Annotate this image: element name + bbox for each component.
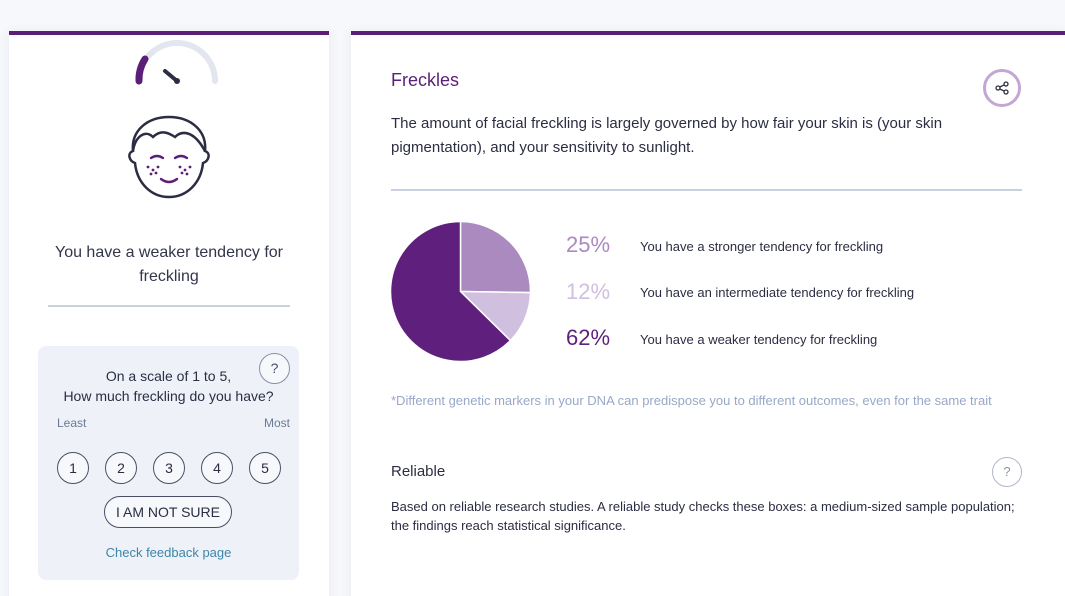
gauge-icon — [135, 40, 218, 85]
stat-percent-intermediate: 12% — [566, 279, 611, 304]
stat-label-stronger: You have a stronger tendency for freckli… — [640, 239, 884, 254]
self-report-survey: On a scale of 1 to 5, How much freckling… — [38, 346, 299, 580]
stat-percent-weaker: 62% — [566, 325, 611, 350]
divider — [391, 189, 1022, 191]
scale-option-3[interactable]: 3 — [153, 452, 185, 484]
divider — [48, 305, 290, 307]
result-card: You have a weaker tendency for freckling… — [9, 31, 329, 596]
survey-question-line-1: On a scale of 1 to 5, — [105, 368, 232, 384]
scale-options: 1 2 3 4 5 — [57, 452, 281, 484]
share-button[interactable] — [983, 69, 1021, 107]
trait-description: The amount of facial freckling is largel… — [391, 115, 943, 156]
survey-question: On a scale of 1 to 5, How much freckling… — [52, 366, 285, 406]
pie-slice-stronger — [459, 220, 532, 294]
survey-help-button[interactable]: ? — [259, 353, 290, 384]
reliability-help-button[interactable]: ? — [992, 457, 1022, 487]
not-sure-button[interactable]: I AM NOT SURE — [104, 496, 232, 528]
scale-least-label: Least — [57, 416, 87, 430]
scale-option-5[interactable]: 5 — [249, 452, 281, 484]
survey-question-line-2: How much freckling do you have? — [63, 388, 274, 404]
reliability-title: Reliable — [391, 463, 446, 480]
face-icon — [128, 115, 210, 199]
genetic-footnote: *Different genetic markers in your DNA c… — [391, 393, 992, 408]
stat-label-intermediate: You have an intermediate tendency for fr… — [640, 285, 915, 300]
scale-option-2[interactable]: 2 — [105, 452, 137, 484]
stat-percent-stronger: 25% — [566, 232, 611, 257]
trait-detail-card: Freckles The amount of facial freckling … — [351, 31, 1065, 596]
scale-option-1[interactable]: 1 — [57, 452, 89, 484]
result-summary: You have a weaker tendency for freckling — [54, 244, 283, 285]
reliability-description: Based on reliable research studies. A re… — [391, 499, 1015, 533]
scale-most-label: Most — [263, 416, 290, 430]
distribution-pie-chart — [389, 220, 532, 363]
pie-slice-weaker — [389, 220, 512, 363]
feedback-link[interactable]: Check feedback page — [105, 545, 232, 560]
stat-label-weaker: You have a weaker tendency for freckling — [640, 332, 878, 347]
scale-option-4[interactable]: 4 — [201, 452, 233, 484]
share-icon — [995, 81, 1009, 95]
trait-title: Freckles — [391, 70, 460, 90]
